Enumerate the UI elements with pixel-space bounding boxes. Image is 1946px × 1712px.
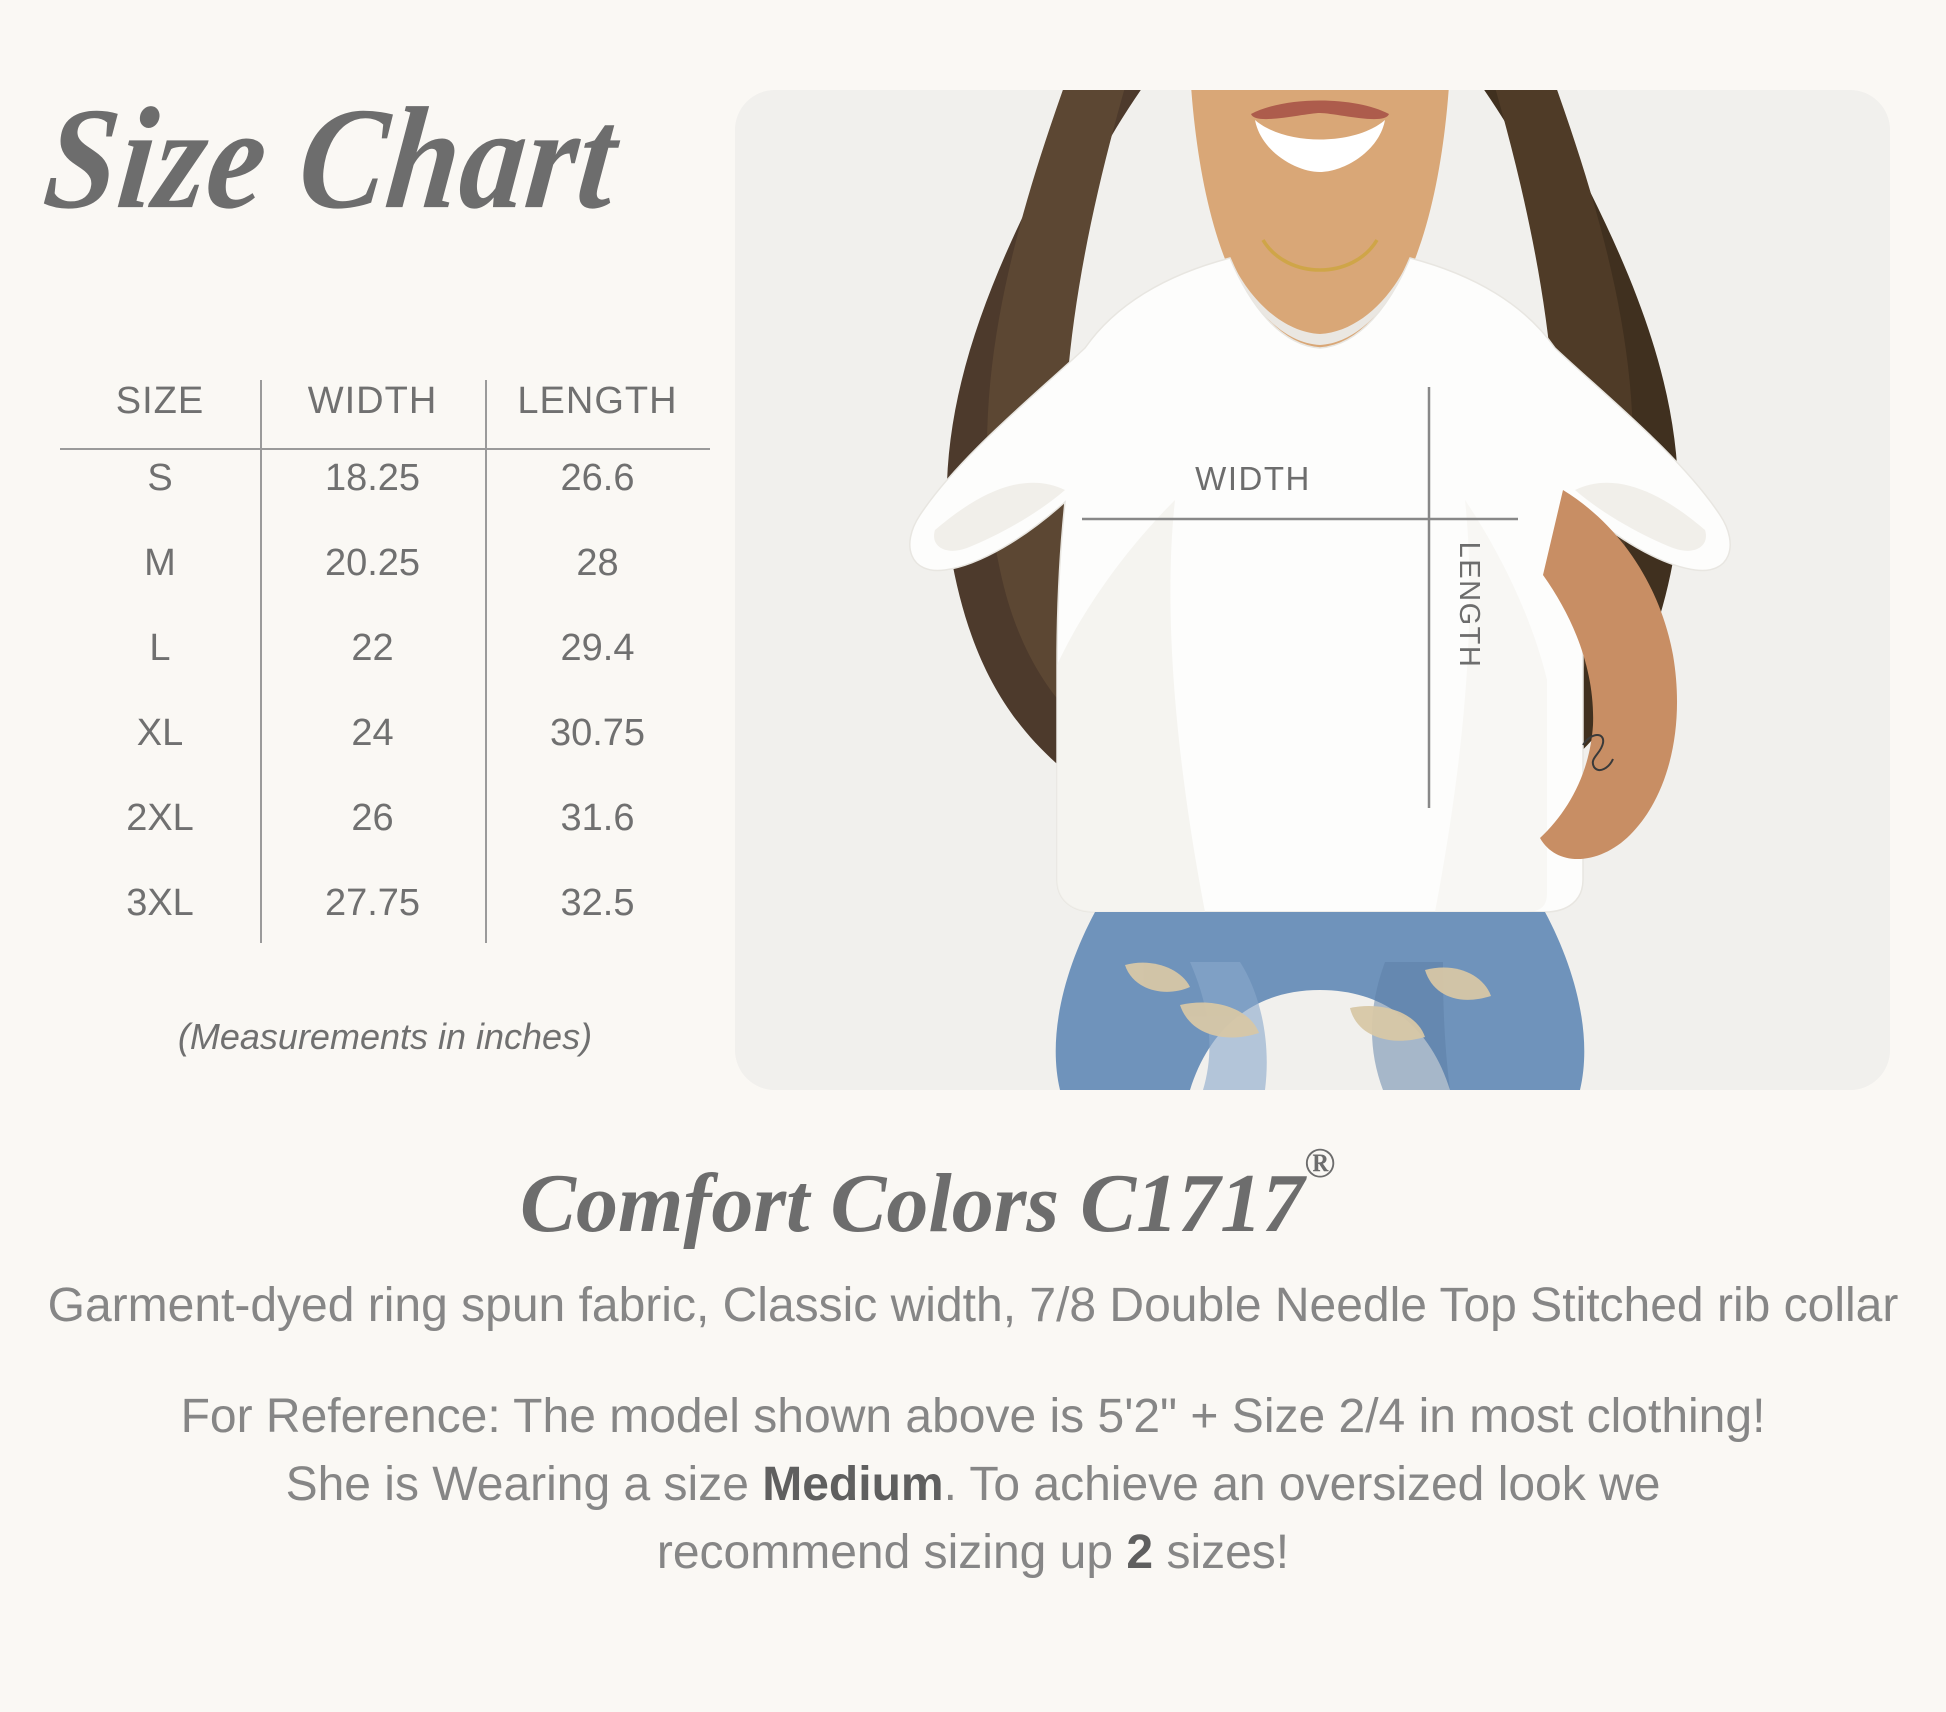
svg-text:LENGTH: LENGTH (1453, 542, 1485, 669)
svg-text:WIDTH: WIDTH (1195, 460, 1311, 497)
